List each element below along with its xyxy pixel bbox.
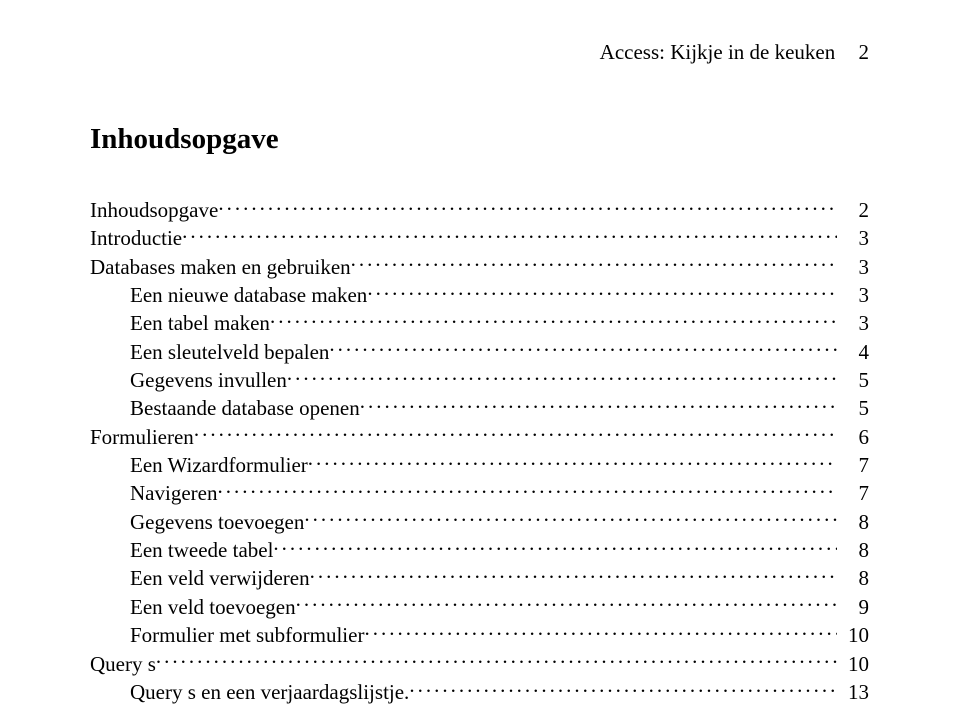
toc-entry-page: 9 (837, 593, 869, 621)
toc-entry-label: Navigeren (90, 479, 217, 507)
toc-leader-dots (182, 224, 837, 245)
toc-row: Query s en een verjaardagslijstje. 13 (90, 678, 869, 706)
toc-leader-dots (351, 253, 837, 274)
table-of-contents: Inhoudsopgave2Introductie3Databases make… (90, 196, 869, 706)
toc-row: Een tabel maken 3 (90, 309, 869, 337)
toc-leader-dots (409, 678, 837, 699)
toc-leader-dots (367, 281, 837, 302)
document-page: Access: Kijkje in de keuken 2 Inhoudsopg… (0, 0, 959, 657)
toc-entry-label: Bestaande database openen (90, 394, 360, 422)
toc-entry-page: 7 (837, 479, 869, 507)
page-header: Access: Kijkje in de keuken 2 (90, 40, 869, 65)
toc-entry-label: Een Wizardformulier (90, 451, 308, 479)
toc-row: Een sleutelveld bepalen 4 (90, 338, 869, 366)
toc-entry-page: 10 (837, 621, 869, 649)
toc-leader-dots (270, 309, 837, 330)
toc-entry-page: 5 (837, 394, 869, 422)
toc-entry-label: Databases maken en gebruiken (90, 253, 351, 281)
toc-entry-page: 3 (837, 253, 869, 281)
toc-row: Gegevens toevoegen 8 (90, 508, 869, 536)
toc-entry-label: Gegevens invullen (90, 366, 287, 394)
toc-entry-page: 10 (837, 650, 869, 678)
toc-entry-page: 3 (837, 281, 869, 309)
toc-row: Een tweede tabel 8 (90, 536, 869, 564)
toc-entry-page: 8 (837, 536, 869, 564)
toc-entry-page: 7 (837, 451, 869, 479)
toc-entry-label: Een tabel maken (90, 309, 270, 337)
toc-row: Query s 10 (90, 650, 869, 678)
toc-entry-page: 6 (837, 423, 869, 451)
toc-entry-label: Introductie (90, 224, 182, 252)
page-title: Inhoudsopgave (90, 123, 869, 156)
toc-row: Een nieuwe database maken 3 (90, 281, 869, 309)
header-page-number: 2 (859, 40, 870, 64)
toc-row: Een Wizardformulier 7 (90, 451, 869, 479)
toc-entry-label: Een veld toevoegen (90, 593, 296, 621)
toc-leader-dots (194, 423, 837, 444)
toc-row: Navigeren 7 (90, 479, 869, 507)
toc-leader-dots (364, 621, 837, 642)
toc-entry-page: 5 (837, 366, 869, 394)
toc-entry-label: Een sleutelveld bepalen (90, 338, 329, 366)
toc-row: Formulier met subformulier 10 (90, 621, 869, 649)
toc-leader-dots (217, 479, 837, 500)
toc-leader-dots (310, 564, 837, 585)
toc-entry-label: Inhoudsopgave (90, 196, 218, 224)
toc-entry-label: Formulier met subformulier (90, 621, 364, 649)
toc-entry-page: 8 (837, 508, 869, 536)
toc-entry-label: Formulieren (90, 423, 194, 451)
toc-entry-page: 8 (837, 564, 869, 592)
toc-entry-label: Query s en een verjaardagslijstje. (90, 678, 409, 706)
toc-entry-label: Query s (90, 650, 156, 678)
toc-entry-page: 2 (837, 196, 869, 224)
toc-row: Formulieren 6 (90, 423, 869, 451)
toc-leader-dots (308, 451, 837, 472)
toc-entry-label: Gegevens toevoegen (90, 508, 304, 536)
toc-leader-dots (329, 338, 837, 359)
toc-leader-dots (296, 593, 837, 614)
toc-leader-dots (304, 508, 837, 529)
toc-entry-page: 13 (837, 678, 869, 706)
toc-leader-dots (273, 536, 837, 557)
header-text: Access: Kijkje in de keuken (600, 40, 836, 64)
toc-leader-dots (156, 650, 837, 671)
toc-row: Inhoudsopgave 2 (90, 196, 869, 224)
toc-row: Databases maken en gebruiken 3 (90, 253, 869, 281)
toc-entry-page: 4 (837, 338, 869, 366)
toc-entry-label: Een nieuwe database maken (90, 281, 367, 309)
toc-entry-label: Een tweede tabel (90, 536, 273, 564)
toc-leader-dots (360, 394, 837, 415)
toc-row: Een veld verwijderen 8 (90, 564, 869, 592)
toc-row: Introductie 3 (90, 224, 869, 252)
toc-entry-label: Een veld verwijderen (90, 564, 310, 592)
toc-entry-page: 3 (837, 224, 869, 252)
toc-row: Bestaande database openen 5 (90, 394, 869, 422)
toc-row: Een veld toevoegen 9 (90, 593, 869, 621)
toc-row: Gegevens invullen 5 (90, 366, 869, 394)
toc-leader-dots (287, 366, 837, 387)
toc-entry-page: 3 (837, 309, 869, 337)
toc-leader-dots (218, 196, 837, 217)
